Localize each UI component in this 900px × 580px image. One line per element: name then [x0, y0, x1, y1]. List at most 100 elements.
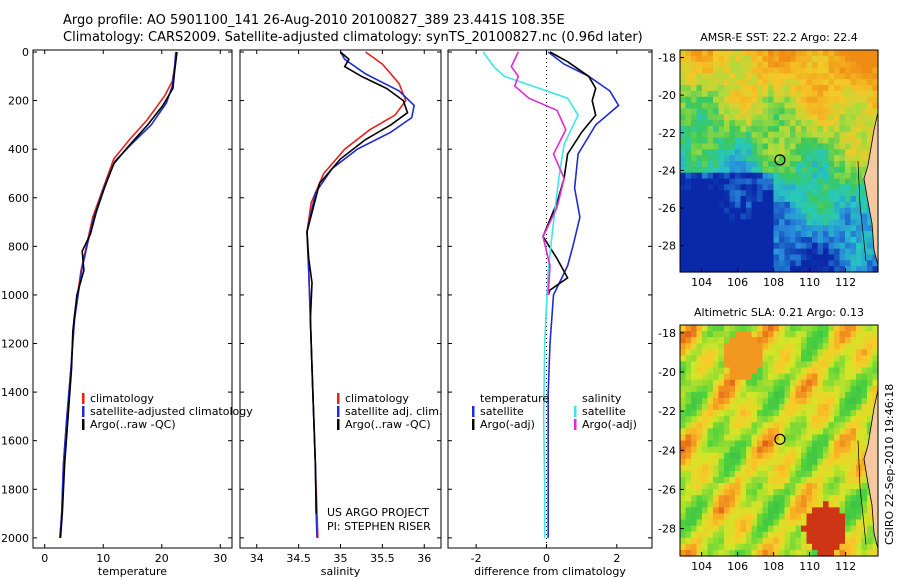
heatmap-cell — [707, 422, 714, 429]
heatmap-cell — [872, 61, 879, 69]
heatmap-cell — [823, 404, 830, 411]
heatmap-cell — [757, 373, 764, 381]
heatmap-cell — [685, 440, 692, 448]
heatmap-cell — [817, 422, 824, 429]
heatmap-cell — [751, 452, 758, 460]
heatmap-cell — [834, 513, 841, 521]
heatmap-cell — [762, 137, 769, 145]
heatmap-cell — [768, 231, 775, 238]
heatmap-cell — [691, 513, 698, 521]
heatmap-cell — [762, 343, 769, 350]
heatmap-cell — [718, 178, 725, 185]
heatmap-cell — [784, 428, 791, 436]
heatmap-cell — [768, 67, 775, 74]
heatmap-cell — [801, 343, 808, 350]
heatmap-cell — [713, 260, 720, 267]
heatmap-cell — [707, 178, 714, 185]
heatmap-cell — [729, 476, 736, 484]
heatmap-cell — [784, 184, 791, 191]
heatmap-cell — [779, 143, 786, 150]
heatmap-cell — [718, 361, 725, 369]
heatmap-cell — [696, 242, 703, 250]
heatmap-cell — [823, 85, 830, 92]
heatmap-cell — [801, 446, 808, 454]
heatmap-cell — [850, 452, 857, 460]
heatmap-cell — [729, 143, 736, 150]
heatmap-cell — [757, 349, 764, 356]
heatmap-cell — [702, 391, 709, 399]
heatmap-cell — [850, 416, 857, 423]
heatmap-cell — [713, 549, 720, 557]
heatmap-cell — [757, 452, 764, 460]
heatmap-cell — [867, 422, 874, 429]
heatmap-cell — [746, 50, 753, 57]
heatmap-cell — [718, 207, 725, 215]
heatmap-cell — [784, 397, 791, 405]
heatmap-cell — [806, 391, 813, 399]
heatmap-cell — [691, 190, 698, 197]
heatmap-cell — [784, 440, 791, 448]
heatmap-cell — [718, 219, 725, 226]
heatmap-cell — [724, 85, 731, 92]
heatmap-cell — [861, 483, 868, 490]
heatmap-cell — [867, 242, 874, 250]
heatmap-cell — [718, 379, 725, 387]
y-tick-label: 200 — [8, 95, 29, 108]
heatmap-cell — [812, 549, 819, 557]
heatmap-cell — [685, 96, 692, 104]
heatmap-cell — [795, 55, 802, 63]
heatmap-cell — [790, 531, 797, 539]
heatmap-cell — [801, 213, 808, 221]
heatmap-cell — [845, 67, 852, 74]
heatmap-cell — [724, 125, 731, 133]
heatmap-cell — [735, 470, 742, 478]
heatmap-cell — [773, 422, 780, 429]
heatmap-cell — [735, 391, 742, 399]
heatmap-cell — [757, 513, 764, 521]
heatmap-cell — [757, 397, 764, 405]
heatmap-cell — [817, 61, 824, 69]
heatmap-cell — [713, 361, 720, 369]
heatmap-cell — [779, 422, 786, 429]
heatmap-cell — [751, 131, 758, 139]
heatmap-cell — [845, 373, 852, 381]
legend-label: Argo(-adj) — [480, 418, 535, 431]
lon-tick-label: 104 — [691, 560, 712, 573]
heatmap-cell — [696, 410, 703, 417]
heatmap-cell — [850, 483, 857, 490]
heatmap-cell — [828, 440, 835, 448]
heatmap-cell — [828, 79, 835, 86]
heatmap-cell — [801, 166, 808, 174]
heatmap-cell — [751, 248, 758, 256]
heatmap-cell — [685, 131, 692, 139]
heatmap-cell — [724, 337, 731, 344]
heatmap-cell — [823, 476, 830, 484]
heatmap-cell — [735, 178, 742, 185]
heatmap-cell — [834, 385, 841, 393]
heatmap-cell — [713, 96, 720, 104]
heatmap-cell — [828, 50, 835, 57]
heatmap-cell — [702, 236, 709, 244]
heatmap-cell — [718, 531, 725, 539]
heatmap-cell — [702, 114, 709, 121]
lat-tick-label: -22 — [658, 127, 676, 140]
heatmap-cell — [696, 50, 703, 57]
heatmap-cell — [746, 355, 753, 363]
heatmap-cell — [795, 428, 802, 436]
heatmap-cell — [702, 513, 709, 521]
heatmap-cell — [784, 422, 791, 429]
heatmap-cell — [834, 178, 841, 185]
heatmap-cell — [801, 184, 808, 191]
heatmap-cell — [845, 343, 852, 350]
heatmap-cell — [801, 125, 808, 133]
heatmap-cell — [691, 149, 698, 156]
heatmap-cell — [850, 207, 857, 215]
heatmap-cell — [867, 495, 874, 502]
heatmap-cell — [834, 242, 841, 250]
heatmap-cell — [768, 184, 775, 191]
heatmap-cell — [718, 196, 725, 203]
heatmap-cell — [856, 537, 863, 545]
heatmap-cell — [801, 367, 808, 375]
heatmap-cell — [746, 67, 753, 74]
heatmap-cell — [685, 137, 692, 145]
